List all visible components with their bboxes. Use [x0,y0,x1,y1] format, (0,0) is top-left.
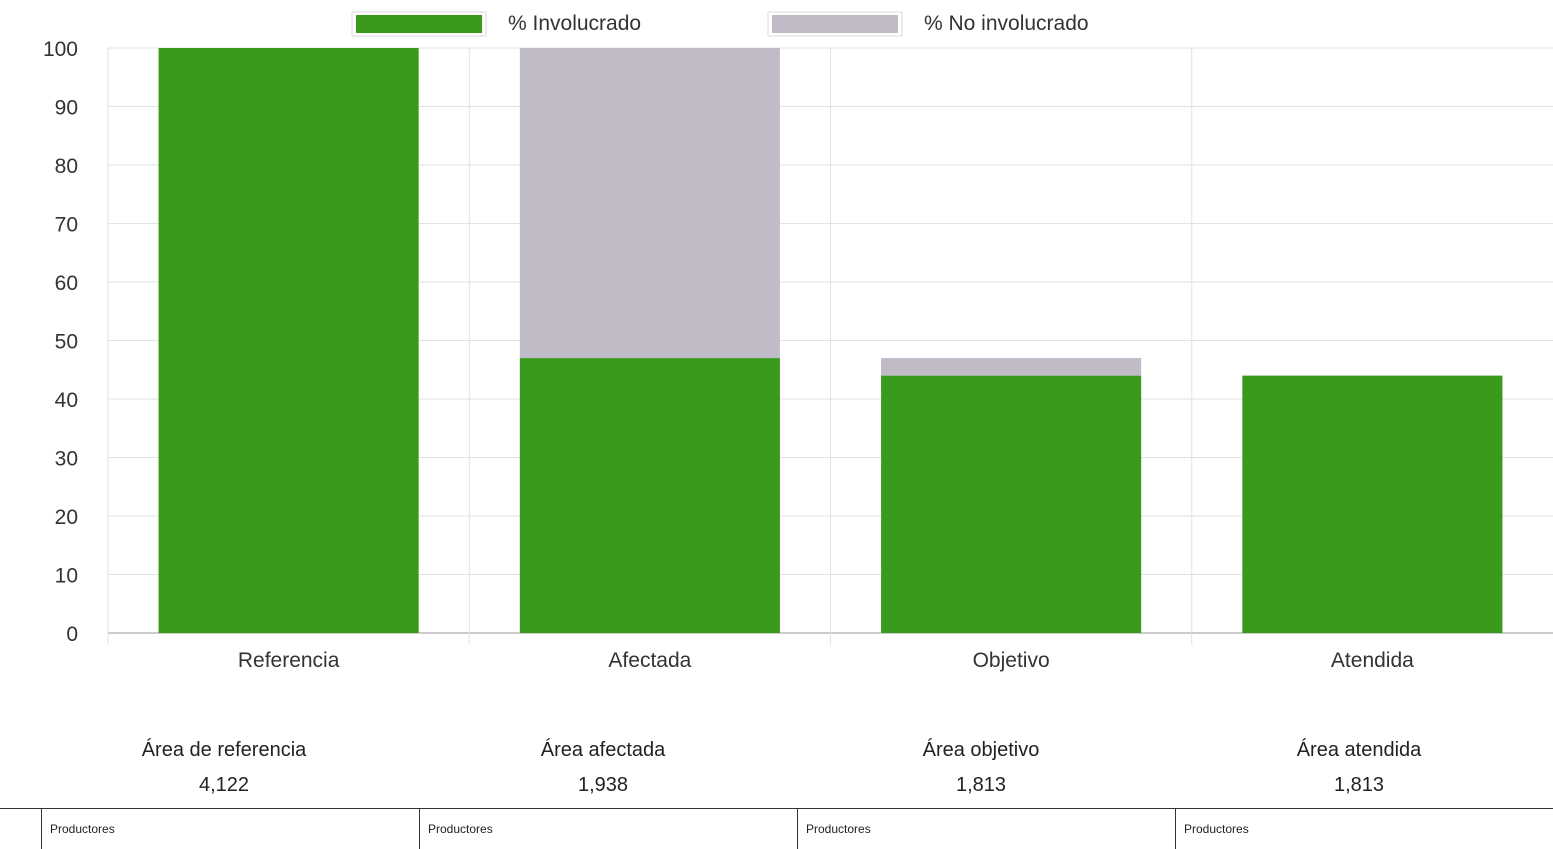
summary-label: Área atendida [1296,739,1422,761]
chart-bars [158,48,1503,633]
summary-value: 1,938 [577,774,629,796]
unit-cell: Productores [419,809,797,849]
summary-label: Área objetivo [922,739,1040,761]
unit-cell: Productores [41,809,419,849]
x-tick-label: Afectada [608,649,691,672]
unit-cell: Productores [797,809,1175,849]
summary-afectada: Área afectada 1,938 [453,735,753,801]
summary-value: 4,122 [198,774,250,796]
bar-afectada-no-involucrado [519,48,780,359]
legend-label: % No involucrado [924,12,1089,35]
x-axis-ticks: Referencia Afectada Objetivo Atendida [238,649,1414,672]
summary-atendida: Área atendida 1,813 [1209,735,1509,801]
summary-label: Área de referencia [141,739,307,761]
summary-value: 1,813 [955,774,1007,796]
y-tick-label: 40 [55,389,78,412]
legend-swatch [772,15,898,33]
summary-label: Área afectada [540,739,666,761]
legend-swatch [356,15,482,33]
y-tick-label: 90 [55,97,78,120]
y-axis-ticks: 0 10 20 30 40 50 60 70 80 90 100 [43,38,78,646]
y-tick-label: 20 [55,506,78,529]
unit-cell: Productores [1175,809,1553,849]
y-tick-label: 80 [55,155,78,178]
y-tick-label: 60 [55,272,78,295]
summary-referencia: Área de referencia 4,122 [74,735,374,801]
bar-referencia-involucrado [158,48,419,633]
bar-objetivo-involucrado [881,375,1142,633]
x-tick-label: Referencia [238,649,340,672]
units-row: Productores Productores Productores Prod… [0,808,1553,849]
summary-objetivo: Área objetivo 1,813 [831,735,1131,801]
y-tick-label: 100 [43,38,78,61]
bar-objetivo-no-involucrado [881,358,1142,376]
chart-legend: % Involucrado % No involucrado [351,11,1089,37]
stacked-bar-chart: % Involucrado % No involucrado 0 10 20 30 40 5… [43,11,1553,672]
legend-label: % Involucrado [508,12,641,35]
y-tick-label: 30 [55,448,78,471]
y-tick-label: 0 [66,623,78,646]
bar-atendida-involucrado [1242,375,1503,633]
y-tick-label: 10 [55,565,78,588]
y-tick-label: 50 [55,331,78,354]
x-tick-label: Atendida [1331,649,1414,672]
summary-value: 1,813 [1333,774,1385,796]
x-tick-label: Objetivo [973,649,1050,672]
y-tick-label: 70 [55,214,78,237]
area-summary: Área de referencia 4,122 Área afectada 1… [0,735,1553,796]
bar-afectada-involucrado [519,358,780,633]
